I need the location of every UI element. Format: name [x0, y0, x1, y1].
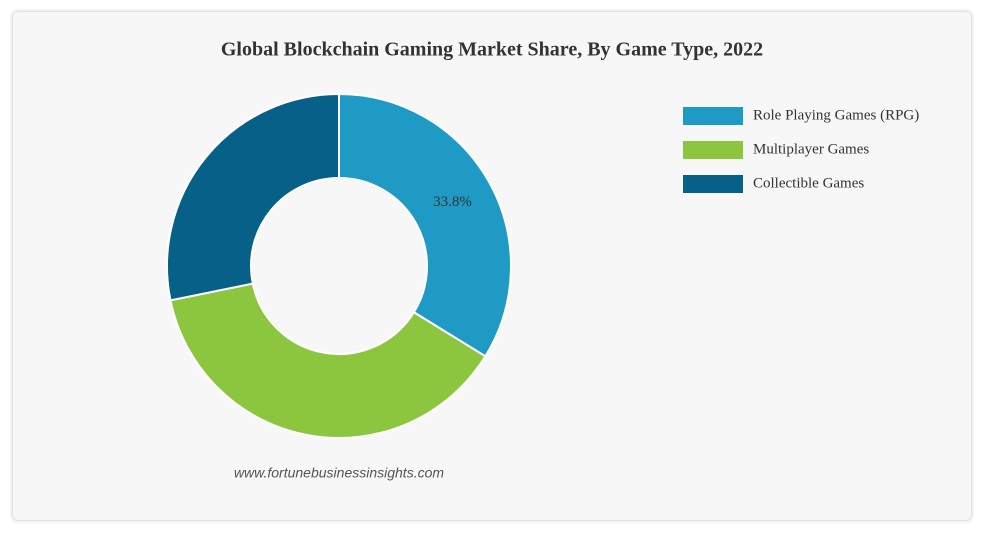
- legend-label: Role Playing Games (RPG): [753, 107, 919, 123]
- donut-segment: [338, 92, 512, 358]
- donut-segment: [169, 282, 487, 439]
- legend-label: Multiplayer Games: [753, 141, 869, 157]
- legend-swatch: [683, 175, 743, 193]
- data-label: 33.8%: [433, 194, 472, 210]
- legend-swatch: [683, 107, 743, 125]
- donut-segment: [166, 92, 340, 302]
- legend-label: Collectible Games: [753, 175, 864, 191]
- chart-title: Global Blockchain Gaming Market Share, B…: [221, 39, 763, 61]
- legend-swatch: [683, 141, 743, 159]
- source: www.fortunebusinessinsights.com: [234, 465, 444, 481]
